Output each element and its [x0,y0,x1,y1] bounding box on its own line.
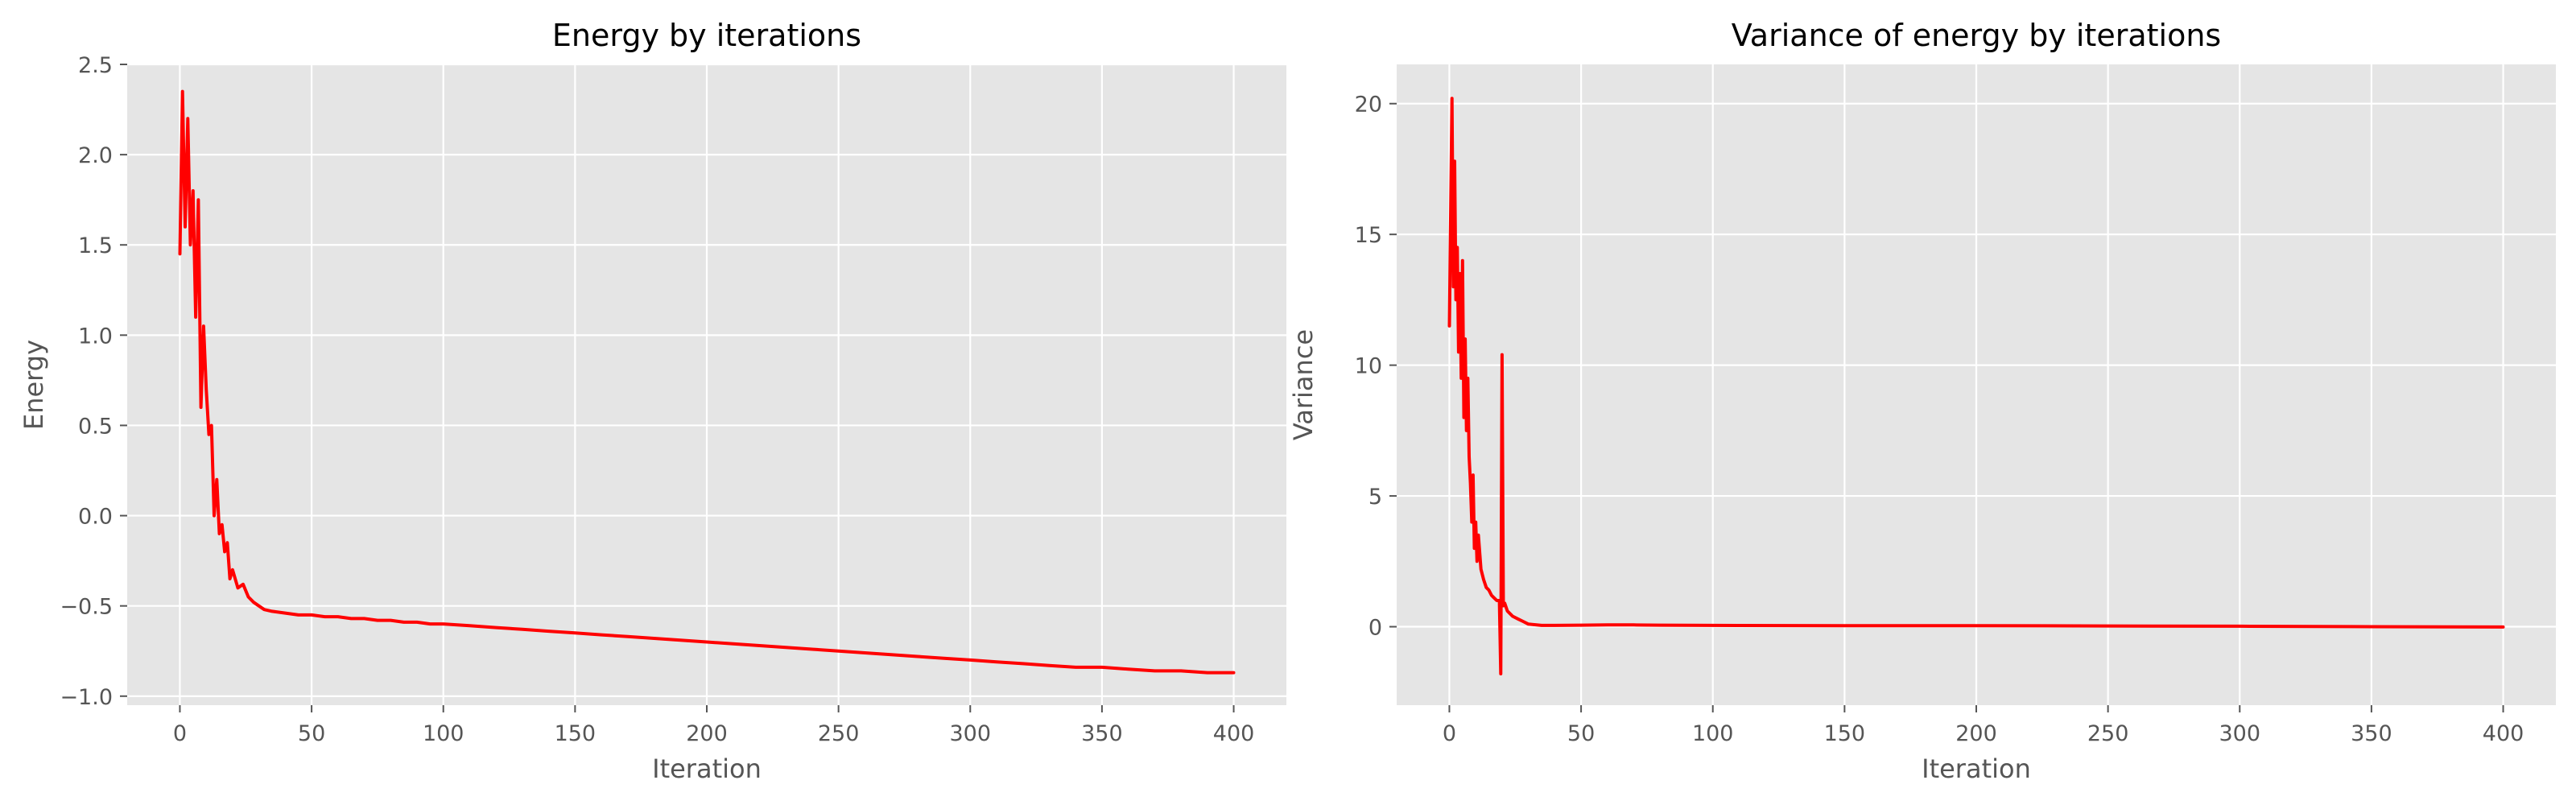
chart-title: Energy by iterations [552,18,861,53]
y-tick-label: 20 [1355,93,1382,118]
y-axis-label: Energy [19,340,49,430]
y-tick-label: 2.0 [78,143,113,168]
x-tick-label: 400 [1213,721,1255,746]
x-tick-label: 200 [1955,721,1997,746]
chart-title: Variance of energy by iterations [1732,18,2221,53]
y-tick-label: 1.5 [78,233,113,258]
x-tick-label: 350 [2351,721,2392,746]
x-tick-label: 400 [2483,721,2524,746]
y-tick-label: −1.0 [60,685,113,710]
x-tick-label: 150 [555,721,597,746]
series-line-1 [178,89,1236,675]
y-tick-label: 0.5 [78,414,113,439]
y-tick-label: 0 [1368,616,1382,641]
y-tick-label: 15 [1355,223,1382,248]
x-tick-label: 300 [949,721,991,746]
y-axis-label: Variance [1288,329,1319,440]
y-tick-label: 0.0 [78,505,113,530]
y-tick-label: 5 [1368,485,1382,510]
x-tick-label: 0 [173,721,187,746]
chart-1: 0 50 100 150 200 250 300 350 400 −1.0 −0.5 0.0 0.5 1.… [19,18,1286,784]
y-tick-label: −0.5 [60,595,113,620]
x-axis-label: Iteration [1922,753,2031,784]
y-tick-label: 10 [1355,354,1382,379]
x-tick-label: 200 [686,721,728,746]
x-tick-label: 250 [818,721,860,746]
x-tick-label: 50 [298,721,325,746]
x-axis-label: Iteration [652,753,762,784]
y-tick-label: 1.0 [78,324,113,349]
x-tick-label: 150 [1824,721,1866,746]
x-tick-label: 0 [1443,721,1456,746]
x-tick-label: 250 [2087,721,2129,746]
x-tick-label: 300 [2219,721,2260,746]
x-tick-label: 50 [1567,721,1595,746]
x-tick-label: 100 [423,721,464,746]
y-tick-label: 2.5 [78,53,113,78]
x-tick-label: 100 [1692,721,1734,746]
x-tick-label: 350 [1081,721,1123,746]
chart-2: 0 50 100 150 200 250 300 350 400 0 5 10 15 20 Variance… [1288,18,2556,784]
series-line-1 [1447,97,2505,675]
